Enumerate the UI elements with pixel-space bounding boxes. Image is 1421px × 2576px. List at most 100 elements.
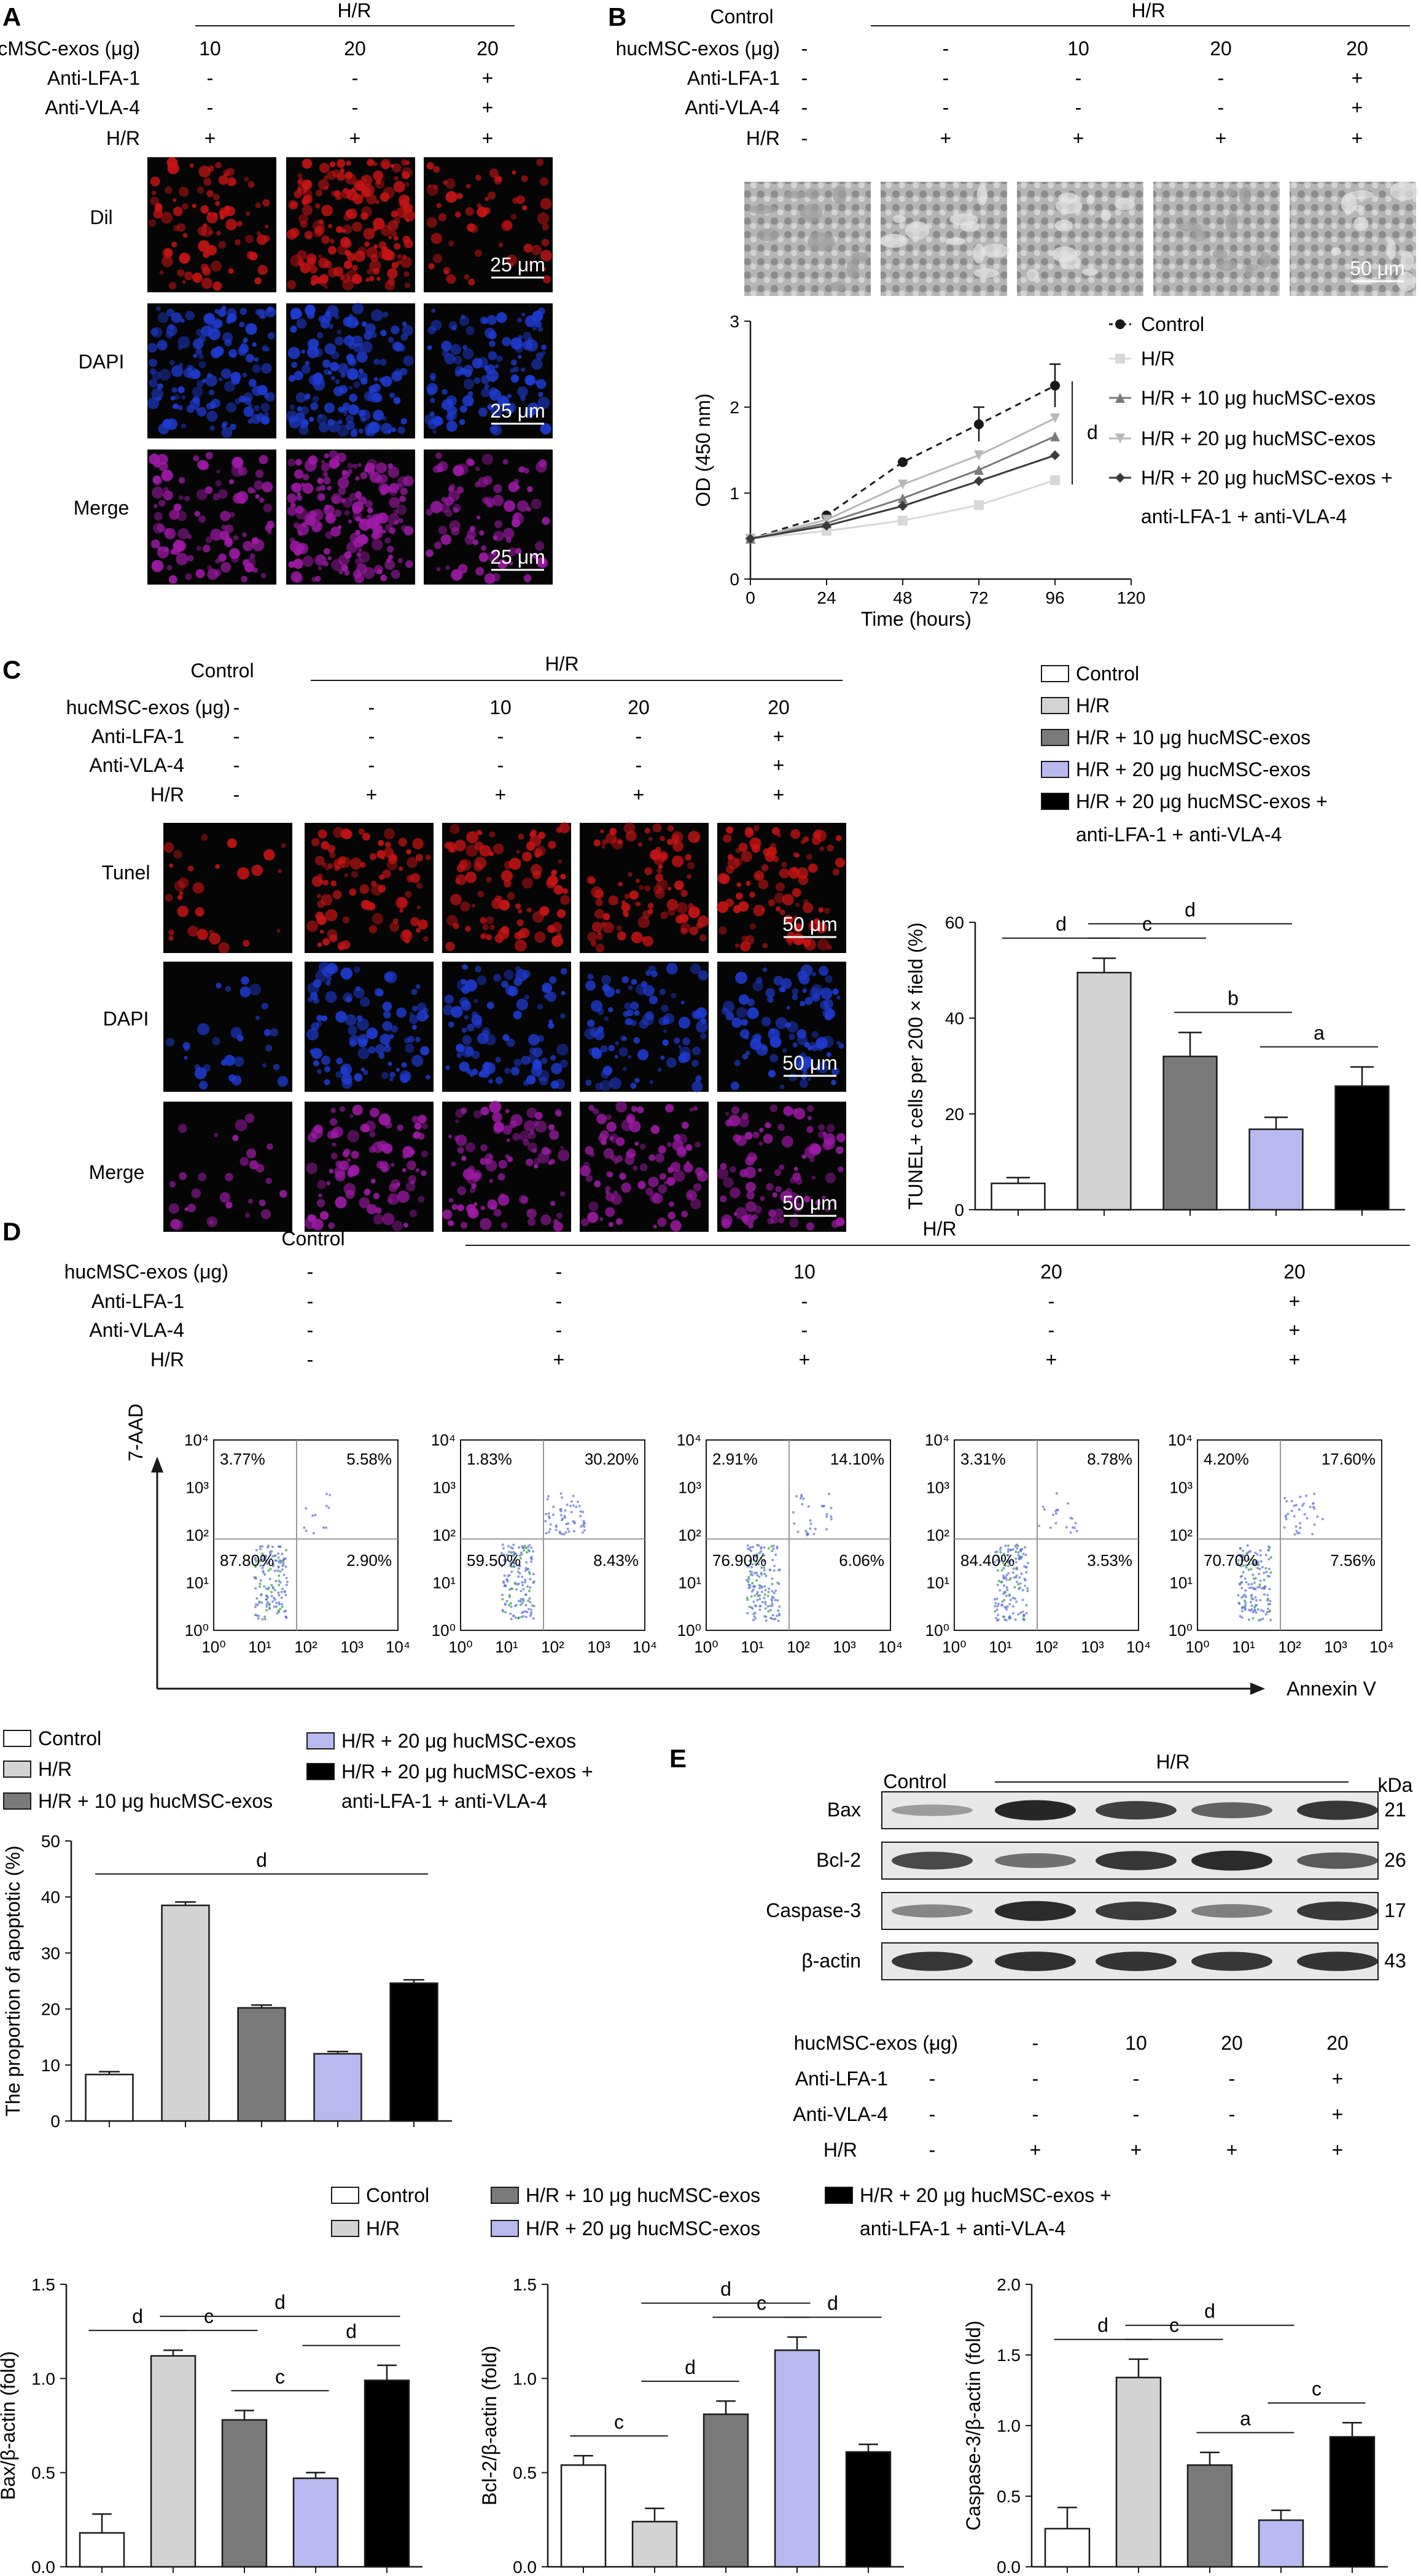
panel-a-image-0-0-cell <box>215 201 220 206</box>
panel-c-image-2-3-cell <box>613 1159 619 1164</box>
panel-a-image-2-1-cell <box>400 487 408 496</box>
flow-plot-3-event <box>1026 1587 1029 1590</box>
panel-a-image-2-1-cell <box>375 475 384 484</box>
panel-e-cond-exos-3: 20 <box>1221 2032 1243 2054</box>
panel-c-image-0-4-cell <box>749 923 757 930</box>
panel-a-image-0-1-cell <box>363 228 375 240</box>
panel-a-image-2-0-cell <box>163 487 169 492</box>
panel-a-image-1-0-cell <box>211 348 222 359</box>
panel-b-image-3 <box>1153 182 1280 296</box>
panel-c-image-1-3-cell <box>691 1081 703 1092</box>
flow-plot-0-ytick: 10⁰ <box>185 1621 209 1640</box>
flow-plot-3-event <box>994 1617 997 1620</box>
panel-a-image-2-1-cell <box>380 574 387 582</box>
panel-b-point-2-3 <box>974 465 984 475</box>
flow-plot-0-event <box>270 1590 273 1593</box>
panel-b-point-0-2 <box>898 457 908 467</box>
flow-plot-4-event <box>1258 1619 1261 1622</box>
flow-plot-1-ytick: 10³ <box>432 1479 456 1497</box>
panel-a-image-2-2-cell <box>451 569 463 581</box>
panel-e-cond-hr-2: + <box>1131 2139 1142 2161</box>
panel-c-image-1-3-cell <box>628 985 633 990</box>
panel-a-image-0-2-cell <box>512 170 516 175</box>
panel-c-chart-y-tick-label: 40 <box>945 1009 964 1028</box>
panel-a-image-0-1-cell <box>324 285 329 289</box>
flow-plot-1-event-ur <box>558 1530 561 1533</box>
flow-plot-4-event <box>1239 1615 1242 1618</box>
panel-c-image-1-1-cell <box>321 1015 328 1022</box>
panel-a-image-1-2-cell <box>510 359 517 366</box>
flow-plot-4-event <box>1258 1567 1261 1570</box>
flow-plot-1-event <box>514 1616 517 1619</box>
flow-plot-0-event <box>278 1593 281 1597</box>
panel-b-point-2-2 <box>898 493 908 504</box>
flow-plot-3-event <box>1024 1579 1027 1582</box>
panel-c-image-0-1-cell <box>425 854 432 860</box>
panel-c-image-2-0-cell <box>169 1181 176 1188</box>
panel-c-image-2-3-cell <box>590 1151 595 1158</box>
panel-c-image-0-4-cell <box>806 854 812 860</box>
panel-d-control-header: Control <box>281 1228 345 1250</box>
panel-c-image-1-0 <box>163 962 292 1092</box>
panel-b-cond-lfa-3: - <box>1218 67 1224 89</box>
flow-plot-1-event <box>524 1616 528 1619</box>
panel-a-image-2-0-cell <box>263 504 272 513</box>
flow-plot-2-event <box>755 1592 758 1595</box>
panel-c-image-2-2-cell <box>461 1156 467 1161</box>
panel-a-image-0-1-cell <box>362 184 375 197</box>
blot-band-0-3 <box>1191 1802 1272 1818</box>
panel-c-image-1-2-cell <box>501 981 508 988</box>
panel-a-image-1-2-cell <box>441 340 452 352</box>
flow-plot-0-event <box>255 1597 259 1600</box>
panel-a-image-0-2-cell <box>477 203 481 208</box>
panel-c-image-2-3-cell <box>583 1161 590 1169</box>
panel-a-image-0-1-cell <box>346 160 351 166</box>
panel-letter-d: D <box>2 1217 21 1246</box>
panel-b-image-4-patch <box>1349 190 1374 200</box>
panel-c-image-1-4-cell <box>738 994 749 1005</box>
panel-a-image-2-0-cell <box>249 553 255 559</box>
flow-plot-2-event <box>767 1547 770 1550</box>
panel-c-image-2-1-cell <box>407 1160 416 1170</box>
flow-plot-2-event <box>764 1600 767 1603</box>
flow-plot-2-event-ur <box>796 1530 800 1533</box>
panel-c-image-0-2-cell <box>489 924 495 930</box>
panel-a-image-1-2-cell <box>454 365 464 375</box>
panel-a-image-0-1-cell <box>367 268 373 274</box>
panel-c-image-2-2-cell <box>497 1173 505 1181</box>
panel-c-legend-1-swatch <box>1041 697 1069 714</box>
flow-plot-2-event <box>763 1546 766 1549</box>
flow-plot-0-event <box>273 1554 276 1557</box>
panel-c-cond-hr-0: - <box>233 784 240 806</box>
panel-c-image-0-2-cell <box>516 919 524 927</box>
panel-c-image-0-3-cell <box>594 909 605 919</box>
panel-c-image-2-0-cell <box>246 1148 257 1159</box>
panel-c-image-2-4-cell <box>809 1156 815 1162</box>
panel-c-image-0-3-cell <box>618 882 623 887</box>
panel-a-image-2-1-cell <box>387 513 400 526</box>
flow-plot-2-event <box>771 1558 774 1562</box>
panel-a-image-0-1-cell <box>331 190 337 197</box>
flow-plot-2-event <box>751 1546 754 1549</box>
flow-plot-3-event <box>1025 1571 1028 1574</box>
panel-c-image-0-2-cell <box>529 835 542 847</box>
panel-a-image-1-0-cell <box>171 312 182 324</box>
panel-c-image-1-0-cell <box>184 1056 188 1060</box>
panel-a-image-1-1-cell <box>403 355 414 367</box>
panel-d-cond-vla-4: + <box>1289 1319 1301 1341</box>
panel-a-image-0-0-cell <box>211 260 222 272</box>
flow-plot-0-lr: 2.90% <box>346 1551 392 1570</box>
flow-plot-0-event <box>280 1590 283 1593</box>
flow-plot-3-event <box>1019 1549 1022 1552</box>
panel-c-image-1-2-cell <box>526 1075 536 1085</box>
panel-a-image-2-0-cell <box>262 481 273 492</box>
flow-plot-0-event <box>267 1569 270 1572</box>
panel-a-image-2-2-cell <box>477 477 489 488</box>
flow-plot-2-event <box>747 1580 750 1583</box>
panel-a-image-0-1-cell <box>315 189 323 197</box>
panel-c-image-2-3-cell <box>696 1170 709 1182</box>
panel-c-image-0-3-cell <box>680 923 691 933</box>
panel-c-image-1-4-cell <box>762 967 768 973</box>
panel-a-image-1-0-cell <box>258 309 268 319</box>
